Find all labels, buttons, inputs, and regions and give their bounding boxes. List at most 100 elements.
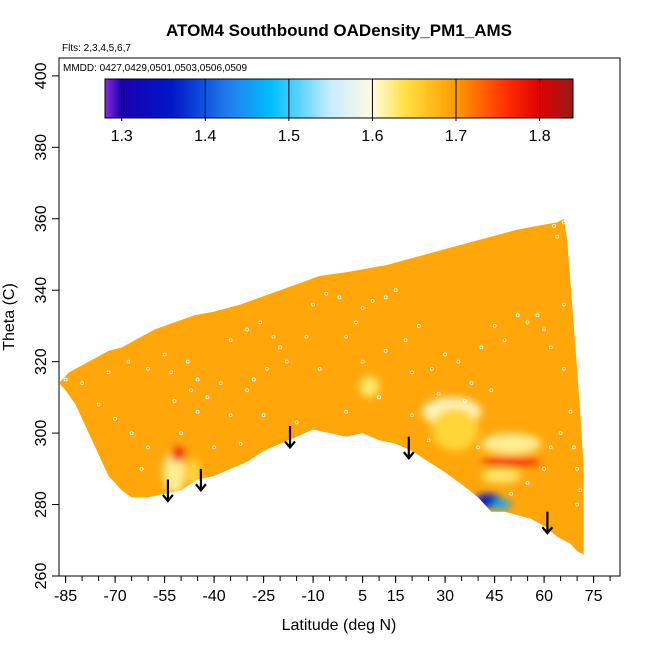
field-anomaly (171, 447, 185, 462)
sample-point (169, 370, 174, 375)
y-tick-label: 360 (33, 205, 50, 232)
sample-point (245, 388, 250, 393)
y-axis-label: Theta (C) (1, 283, 18, 351)
sample-point (525, 320, 530, 325)
colorbar-gradient (104, 78, 574, 119)
sample-point (129, 431, 134, 436)
sample-point (575, 466, 579, 471)
profile-arrow (541, 511, 554, 535)
sample-point (383, 295, 388, 300)
sample-point (476, 445, 481, 450)
sample-point (429, 366, 434, 371)
sample-points (63, 220, 583, 507)
sample-point (552, 224, 556, 228)
plot-frame (58, 57, 621, 577)
x-tick-label: 15 (387, 588, 405, 605)
y-tick-label: 260 (33, 563, 50, 590)
y-tick-label: 280 (33, 491, 50, 518)
sample-point (562, 366, 566, 371)
arrows-layer (162, 425, 554, 535)
sample-point (426, 438, 431, 443)
x-tick-label: -85 (54, 588, 77, 605)
sample-point (146, 445, 151, 450)
profile-arrow (402, 436, 415, 460)
sample-point (403, 338, 408, 343)
sample-point (410, 413, 415, 418)
sample-point (251, 377, 256, 382)
sample-point (80, 381, 84, 385)
colorbar-ticks: 1.3 1.4 1.5 1.6 1.7 1.8 (111, 79, 551, 145)
sample-point (383, 349, 388, 353)
sample-point (238, 441, 243, 446)
sample-point (535, 313, 540, 318)
sample-point (492, 324, 497, 328)
sample-point (360, 306, 365, 310)
sample-point (324, 291, 329, 296)
sample-point (344, 334, 349, 339)
chart-title: ATOM4 Southbound OADensity_PM1_AMS (166, 21, 512, 40)
sample-point (575, 502, 579, 507)
colorbar-tick-label: 1.6 (361, 128, 383, 145)
sample-point (228, 413, 233, 418)
profile-arrow (195, 468, 207, 492)
sample-point (162, 352, 167, 357)
sample-point (228, 338, 233, 343)
sample-point (195, 377, 200, 382)
colorbar-tick-label: 1.7 (445, 128, 467, 145)
sample-point (146, 366, 151, 371)
sample-point (410, 370, 415, 375)
sample-point (542, 466, 546, 471)
sample-point (245, 327, 250, 332)
colorbar-tick-label: 1.4 (194, 128, 216, 145)
x-tick-label: -55 (153, 588, 176, 605)
sample-point (509, 491, 514, 496)
sample-point (317, 366, 322, 371)
y-axis: 260 280 300 320 340 360 380 400 (33, 62, 59, 589)
y-tick-label: 400 (33, 62, 50, 89)
sample-point (436, 391, 441, 396)
sample-point (416, 324, 421, 328)
sample-point (218, 381, 223, 385)
field-anomaly (189, 458, 200, 487)
sample-point (555, 234, 560, 239)
sample-point (63, 377, 68, 382)
sample-point (189, 388, 193, 393)
field-anomaly (481, 457, 541, 466)
sample-point (205, 395, 210, 400)
sample-point (525, 481, 530, 486)
sample-point (106, 370, 111, 375)
x-tick-label: 5 (358, 588, 367, 605)
sample-point (479, 345, 484, 350)
flights-note: Flts: 2,3,4,5,6,7 (62, 43, 131, 54)
sample-point (456, 359, 461, 364)
sample-point (172, 399, 177, 403)
sample-point (195, 409, 200, 414)
sample-point (578, 488, 583, 493)
sample-point (548, 445, 553, 450)
field-anomaly (359, 375, 380, 398)
density-field (59, 218, 584, 555)
sample-point (548, 345, 553, 350)
x-tick-label: 30 (436, 588, 454, 605)
x-tick-label: 75 (585, 588, 603, 605)
sample-point (278, 345, 283, 350)
anomaly-layer (162, 375, 541, 510)
y-tick-label: 300 (33, 420, 50, 447)
profile-arrow (284, 425, 296, 450)
sample-point (489, 388, 494, 393)
sample-point (558, 431, 563, 436)
sample-point (393, 288, 398, 293)
y-tick-label: 340 (33, 277, 50, 304)
sample-point (113, 416, 117, 421)
dates-note: MMDD: 0427,0429,0501,0503,0506,0509 (63, 63, 247, 74)
colorbar-tick-label: 1.8 (528, 128, 550, 145)
sample-point (337, 295, 342, 300)
field-anomaly (491, 499, 512, 510)
sample-point (304, 334, 309, 339)
sample-point (515, 313, 520, 318)
x-axis-label: Latitude (deg N) (282, 617, 397, 634)
sample-point (271, 334, 276, 339)
field-anomaly (431, 408, 479, 451)
x-tick-label: -10 (302, 588, 325, 605)
x-axis: -85 -70 -55 -40 -25 -10 5 15 30 45 60 75 (54, 576, 611, 605)
